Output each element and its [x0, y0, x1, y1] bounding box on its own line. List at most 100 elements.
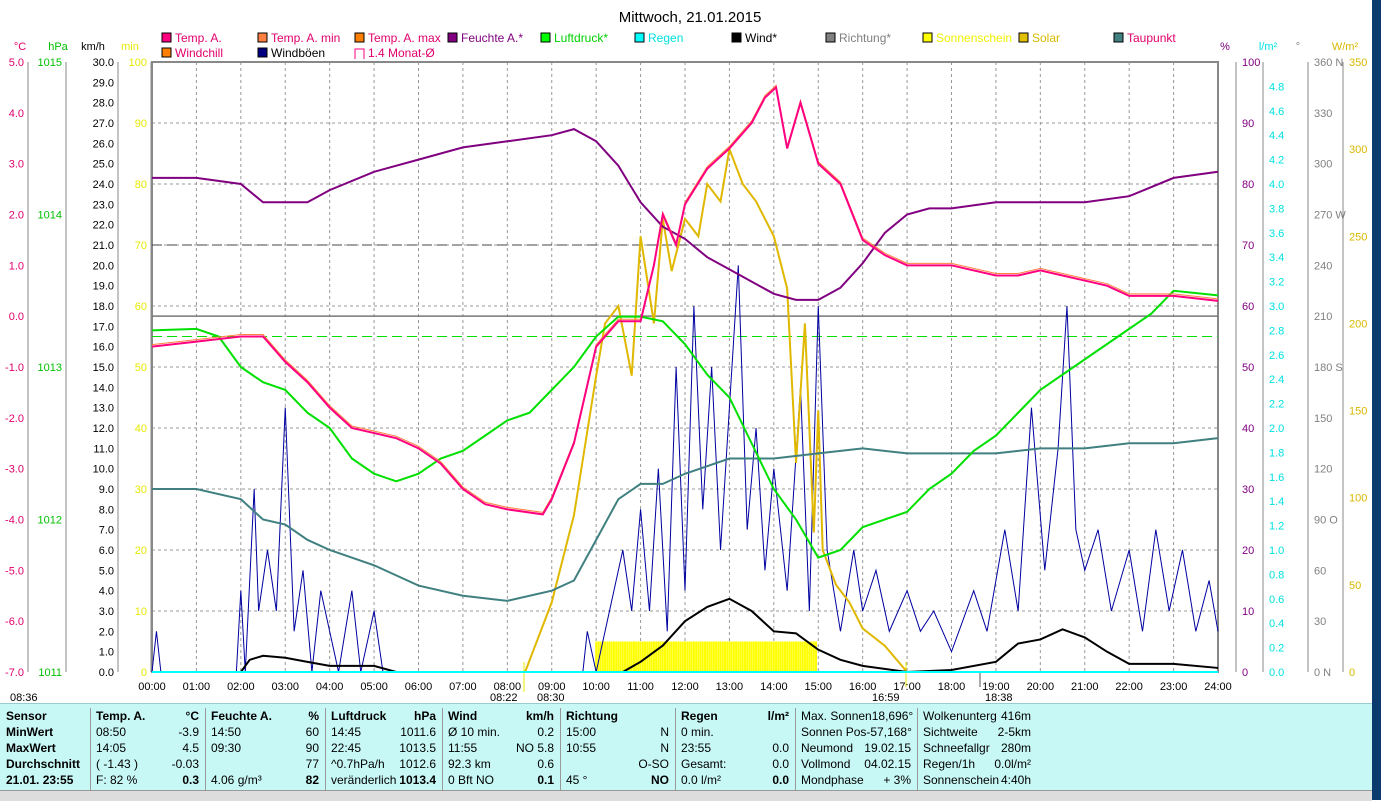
axis-tick-wind: 5.0 [99, 565, 114, 577]
x-tick-label: 13:00 [716, 681, 744, 693]
table-cell: Gesamt: [681, 757, 727, 771]
axis-tick-wind: 9.0 [99, 484, 114, 496]
sunrise-time-2: 08:30 [537, 692, 565, 703]
axis-tick-humidity: 80 [1242, 179, 1254, 191]
chart-title: Mittwoch, 21.01.2015 [619, 9, 762, 26]
x-tick-label: 01:00 [183, 681, 211, 693]
x-tick-label: 22:00 [1115, 681, 1143, 693]
axis-tick-rain: 4.6 [1269, 106, 1284, 118]
table-cell: NO 5.8 [515, 741, 554, 755]
axis-tick-direction: 360 N [1314, 57, 1343, 69]
axis-tick-direction: 210 [1314, 311, 1332, 323]
info-row: Sonnenschein 4:40h [917, 772, 1037, 788]
table-column: Luftdruck hPa 14:45 1011.6 22:45 1013.5 ^0.7hP… [325, 708, 443, 790]
table-cell: l/m² [767, 709, 789, 723]
table-row: 0.0 l/m² 0.0 [675, 772, 795, 788]
table-cell: 23:55 [681, 741, 712, 755]
axis-tick-solar: 200 [1349, 318, 1367, 330]
axis-tick-wind: 24.0 [93, 179, 114, 191]
x-tick-label: 04:00 [316, 681, 344, 693]
axis-tick-direction: 60 [1314, 565, 1326, 577]
x-tick-label: 08:00 [494, 681, 522, 693]
x-tick-label: 23:00 [1160, 681, 1188, 693]
info-cell: Sonnen Pos [801, 725, 867, 739]
axis-tick-humidity: 30 [1242, 484, 1254, 496]
axis-tick-direction: 0 N [1314, 667, 1331, 679]
axis-tick-rain: 1.2 [1269, 521, 1284, 533]
table-cell: 14:50 [211, 725, 242, 739]
info-cell: 18,696° [871, 709, 914, 723]
table-cell: Feuchte A. [211, 709, 272, 723]
axis-tick-rain: 0.0 [1269, 667, 1284, 679]
table-row: Temp. A. °C [90, 708, 205, 724]
table-row: 09:30 90 [205, 740, 325, 756]
table-row: ^0.7hPa/h 1012.6 [325, 756, 442, 772]
axis-tick-humidity: 20 [1242, 545, 1254, 557]
table-cell: ^0.7hPa/h [331, 757, 385, 771]
axis-tick-rain: 2.2 [1269, 399, 1284, 411]
table-cell: 0.0 l/m² [681, 773, 722, 787]
info-cell: Sichtweite [923, 725, 978, 739]
table-row: Wind km/h [442, 708, 560, 724]
table-cell: Temp. A. [96, 709, 146, 723]
series-dewpoint [152, 437, 1219, 602]
axis-unit-humidity: % [1220, 41, 1230, 53]
axis-tick-temp: 5.0 [9, 57, 24, 69]
x-tick-label: 05:00 [360, 681, 388, 693]
axis-tick-wind: 18.0 [93, 301, 114, 313]
legend-label: Richtung* [839, 31, 891, 45]
table-cell: 0.3 [182, 773, 199, 787]
moonset-time: 16:59 [872, 692, 900, 703]
axis-tick-rain: 2.4 [1269, 374, 1284, 386]
table-row: O-SO [560, 756, 675, 772]
table-cell: 90 [305, 741, 319, 755]
info-cell: Regen/1h [923, 757, 976, 771]
axis-tick-solar: 350 [1349, 57, 1367, 69]
table-cell: % [308, 709, 319, 723]
legend-label: Solar [1032, 31, 1060, 45]
table-cell: 08:50 [96, 725, 127, 739]
legend-label: 1.4 Monat-Ø [368, 46, 435, 60]
table-row: F: 82 % 0.3 [90, 772, 205, 788]
axis-tick-direction: 270 W [1314, 210, 1346, 222]
table-cell: 15:00 [566, 725, 597, 739]
axis-tick-solar: 0 [1349, 667, 1355, 679]
table-cell: 0.6 [537, 757, 554, 771]
weather-chart: Mittwoch, 21.01.2015 Temp. A. Temp. A. min… [5, 9, 1367, 703]
info-cell: Sonnenschein [923, 773, 1000, 787]
info-cell: Max. Sonnen [801, 709, 872, 723]
table-row: veränderlich 1013.4 [325, 772, 442, 788]
table-row: MaxWert [0, 740, 90, 756]
axis-tick-wind: 17.0 [93, 321, 114, 333]
x-tick-label: 09:00 [538, 681, 566, 693]
axis-tick-temp: 1.0 [9, 260, 24, 272]
x-tick-label: 20:00 [1027, 681, 1055, 693]
axis-tick-humidity: 40 [1242, 423, 1254, 435]
table-cell: veränderlich [331, 773, 397, 787]
series-windgusts [151, 265, 1219, 673]
table-row: 0 Bft NO 0.1 [442, 772, 560, 788]
legend-label: Windchill [175, 46, 223, 60]
axis-tick-temp: 4.0 [9, 108, 24, 120]
table-cell: 0.2 [537, 725, 554, 739]
axis-tick-temp: -1.0 [5, 362, 24, 374]
axis-tick-pressure: 1014 [38, 210, 62, 222]
axis-tick-rain: 1.0 [1269, 545, 1284, 557]
axis-unit-temp: °C [14, 41, 26, 53]
x-tick-label: 02:00 [227, 681, 255, 693]
info-cell: Schneefallgr [923, 741, 990, 755]
legend-label: Temp. A. min [271, 31, 340, 45]
axis-tick-sun: 70 [135, 240, 147, 252]
axis-tick-rain: 3.8 [1269, 203, 1284, 215]
table-cell: F: 82 % [96, 773, 138, 787]
axis-tick-humidity: 90 [1242, 118, 1254, 130]
table-cell: 0.0 [772, 757, 789, 771]
info-row: Wolkenunterg 416m [917, 708, 1037, 724]
table-row: Richtung [560, 708, 675, 724]
table-row: 14:05 4.5 [90, 740, 205, 756]
table-cell: -0.03 [171, 757, 199, 771]
x-tick-label: 10:00 [582, 681, 610, 693]
legend-label: Temp. A. max [368, 31, 441, 45]
table-column: Wind km/h Ø 10 min. 0.2 11:55 NO 5.8 92.3 km 0.… [442, 708, 561, 790]
info-cell: 2-5km [997, 725, 1031, 739]
